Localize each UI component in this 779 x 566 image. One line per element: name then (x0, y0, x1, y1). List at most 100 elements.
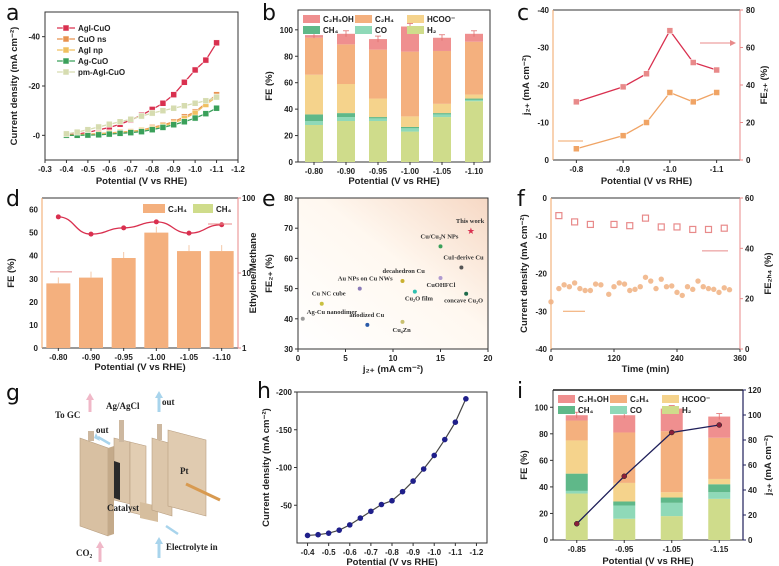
x-tick-label: -0.80 (305, 167, 324, 176)
data-point-current (556, 285, 562, 292)
data-point-star-icon: ★ (467, 226, 475, 236)
point-annotation: Au NPs on Cu NWs (338, 276, 393, 283)
to-gc-arrowhead-icon (86, 393, 94, 400)
x-tick-label: -0.6 (343, 548, 357, 557)
y-right-tick-label: 40 (746, 81, 755, 90)
y-right-tick-label: 20 (745, 295, 754, 304)
data-point-pm-AgI-CuO (170, 104, 177, 112)
label-co2: CO₂ (76, 548, 93, 558)
x-tick-label: -1.0 (663, 165, 677, 174)
bar-segment-CH4 (708, 484, 731, 493)
y-tick-label: 40 (284, 315, 293, 324)
bar-segment-HCOO (401, 116, 419, 127)
data-point (463, 395, 469, 402)
data-point-pm-AgI-CuO (181, 102, 188, 109)
data-point-pm-AgI-CuO (191, 100, 199, 107)
y-right-tick-label: 100 (242, 194, 256, 203)
data-point-FE_C2+ (619, 83, 627, 91)
data-point-current (679, 292, 685, 299)
y-tick-label: 80 (284, 52, 293, 61)
data-point (420, 466, 427, 472)
data-point (357, 286, 362, 291)
bar-segment-C2H5OH (660, 408, 683, 432)
bar-segment-HCOO (337, 84, 355, 114)
pt-wire (185, 482, 221, 502)
ratio-data-point (186, 230, 192, 236)
data-point-Ag-CuO (84, 131, 92, 139)
x-axis-label: Potential (V vs RHE) (348, 176, 439, 187)
y-left-tick-label: 0 (543, 194, 548, 203)
y-tick-label: -50 (280, 501, 292, 510)
bar-segment-H2 (401, 131, 419, 162)
x-tick-label: -0.90 (337, 167, 356, 176)
data-point-AgI-CuO (159, 100, 167, 107)
legend-swatch (355, 26, 372, 34)
y-tick-label: -40 (28, 33, 40, 42)
data-point-AgI-CuO (181, 79, 188, 86)
y-left-tick-label: -10 (535, 232, 547, 241)
data-point-current (637, 284, 643, 290)
point-annotation: decahedron Cu (383, 268, 426, 275)
bar-segment-C2H5OH (465, 33, 483, 42)
legend-swatch (558, 395, 575, 403)
flow-cell-illustration (79, 420, 221, 537)
label-electrolyte-in: Electrolyte in (166, 542, 218, 552)
legend-label: C₂H₅OH (578, 395, 609, 404)
y-tick-label: 80 (284, 194, 293, 203)
data-point-pm-AgI-CuO (73, 128, 81, 136)
ratio-data-point (121, 225, 127, 231)
x-tick-label: -1.05 (180, 353, 199, 362)
legend-label: CuO ns (78, 35, 107, 44)
legend-swatch (662, 406, 679, 414)
legend-marker (62, 68, 70, 76)
catalyst-layer (114, 461, 120, 500)
data-point-current (705, 285, 712, 292)
jc2-data-point (669, 429, 675, 436)
y-left-tick-label: 50 (29, 229, 38, 238)
bar-segment-C2H4 (433, 50, 451, 104)
x-tick-label: -0.9 (406, 548, 420, 557)
y-tick-label: 100 (535, 403, 549, 412)
y-tick-label: 80 (539, 430, 548, 439)
x-tick-label: -0.9 (167, 165, 181, 174)
bar-segment-C2H4 (708, 437, 731, 479)
data-point-current (577, 285, 583, 292)
x-tick-label: -0.8 (569, 165, 583, 174)
ratio-data-point (88, 231, 94, 237)
x-tick-label: -1.1 (710, 165, 724, 174)
jc2-data-point (574, 521, 580, 527)
x-tick-label: -0.4 (301, 548, 315, 557)
y-right-tick-label: 60 (748, 461, 757, 470)
data-point (389, 497, 395, 504)
co2-arrowhead-icon (96, 541, 104, 548)
bar-segment-HCOO (369, 98, 387, 118)
x-axis-label: Potential (V vs RHE) (346, 557, 437, 566)
data-point (441, 436, 448, 443)
x-tick-label: -1.1 (210, 165, 224, 174)
legend-swatch (303, 15, 320, 23)
out-arrow-1-icon (97, 435, 111, 446)
legend-label: C₂H₄ (375, 15, 394, 24)
legend-swatch-C2H4 (143, 204, 165, 213)
y-right-tick-label: 60 (745, 194, 754, 203)
point-annotation: CuI-derive Cu (443, 254, 484, 261)
data-point-AgI-CuO (170, 91, 177, 98)
series-line-j_C2+ (576, 91, 717, 150)
data-point-FE_C2+ (666, 27, 674, 34)
data-point (399, 488, 406, 495)
x-tick-label: 360 (733, 354, 747, 363)
legend-label: HCOO⁻ (682, 395, 710, 404)
x-tick-label: -0.80 (49, 353, 68, 362)
data-point (400, 279, 405, 284)
panel-h-chart: h -0.4 -0.5 -0.6 -0.7 -0.8 -0.9 -1.0 -1.1 -1.2 -5… (257, 379, 488, 566)
x-tick-label: 0 (549, 354, 554, 363)
anode-plate (167, 429, 207, 517)
jc2-line (576, 424, 720, 525)
point-annotation: Ag-Cu nanodimer (307, 309, 357, 316)
y-right-tick-label: 10 (242, 269, 251, 278)
data-point (438, 244, 443, 249)
bar-segment-C2H5OH (369, 39, 387, 50)
y-right-tick-label: 100 (748, 411, 762, 420)
y-left-tick-label: -40 (535, 345, 547, 354)
x-tick-label: -1.2 (231, 165, 245, 174)
